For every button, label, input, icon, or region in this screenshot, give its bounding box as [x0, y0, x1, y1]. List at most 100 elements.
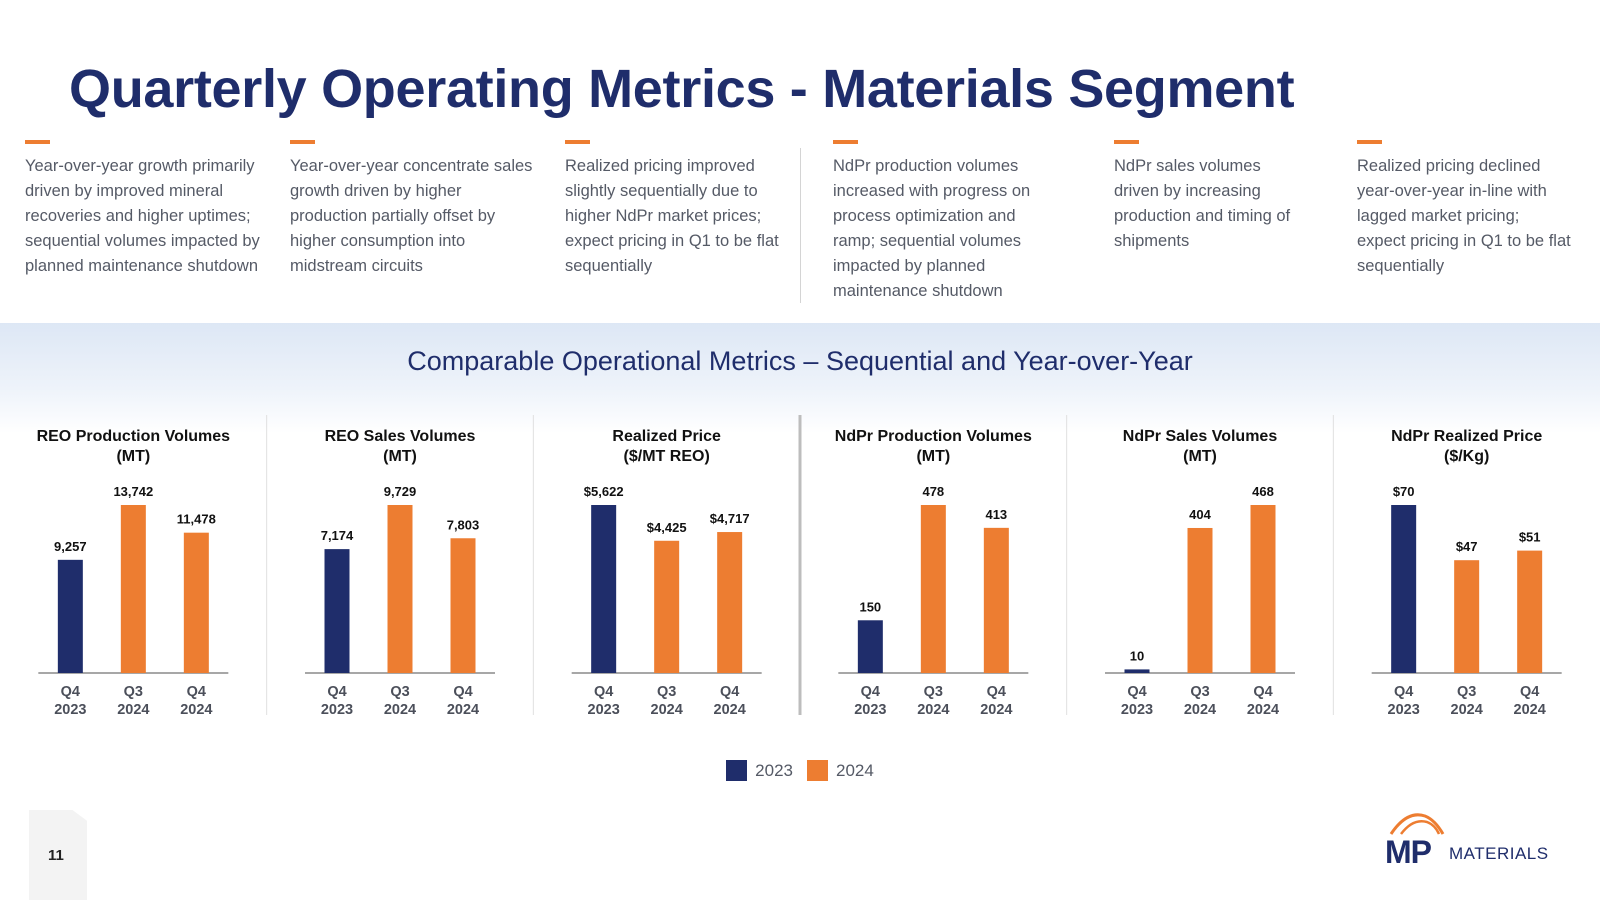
data-label: 7,174 [321, 528, 354, 543]
data-label: 11,478 [177, 512, 216, 527]
bar [654, 540, 680, 673]
accent-dash [1357, 140, 1382, 144]
data-label: 13,742 [113, 484, 153, 499]
note-ndpr-production: NdPr production volumes increased with p… [833, 140, 1058, 304]
note-reo-production: Year-over-year growth primarily driven b… [25, 140, 270, 279]
bar [324, 549, 350, 673]
page-number: 11 [48, 847, 64, 864]
tick-label: 2024 [980, 702, 1012, 718]
note-ndpr-price: Realized pricing declined year-over-year… [1357, 140, 1572, 279]
data-label: 404 [1189, 507, 1211, 522]
tick-label: 2023 [321, 702, 353, 718]
tick-label: 2023 [854, 702, 886, 718]
data-label: 7,803 [447, 517, 480, 532]
chart-title: REO Production Volumes [37, 428, 231, 445]
tick-label: 2023 [1388, 702, 1420, 718]
logo-materials-text: MATERIALS [1449, 844, 1549, 863]
bar [1124, 669, 1150, 673]
tick-label: Q3 [657, 684, 676, 700]
data-label: $5,622 [584, 484, 624, 499]
tick-label: 2024 [384, 702, 416, 718]
tick-label: 2024 [917, 702, 949, 718]
bar [183, 532, 209, 673]
chart-title: NdPr Realized Price [1391, 428, 1542, 445]
legend-item-2023: 2023 [726, 760, 793, 781]
data-label: 150 [859, 599, 881, 614]
data-label: $47 [1456, 539, 1478, 554]
legend: 2023 2024 [0, 760, 1600, 781]
accent-dash [1114, 140, 1139, 144]
note-ndpr-sales: NdPr sales volumes driven by increasing … [1114, 140, 1304, 254]
tick-label: 2023 [54, 702, 86, 718]
bar [717, 532, 743, 673]
tick-label: Q4 [594, 684, 613, 700]
accent-dash [833, 140, 858, 144]
data-label: $70 [1393, 484, 1415, 499]
tick-label: 2024 [447, 702, 479, 718]
bar [450, 538, 476, 673]
bar [591, 505, 617, 673]
page-title: Quarterly Operating Metrics - Materials … [69, 59, 1295, 119]
tick-label: Q4 [327, 684, 346, 700]
bar [857, 620, 883, 673]
chart-title: REO Sales Volumes [325, 428, 476, 445]
tick-label: Q3 [390, 684, 409, 700]
tick-label: Q3 [924, 684, 943, 700]
legend-swatch-2024 [807, 760, 828, 781]
chart-title: (MT) [1183, 448, 1217, 465]
tick-label: Q4 [187, 684, 206, 700]
bar [1187, 527, 1213, 673]
chart-title: (MT) [383, 448, 417, 465]
bar [120, 505, 146, 673]
bar [57, 559, 83, 673]
bar [387, 505, 413, 673]
chart-title: NdPr Production Volumes [835, 428, 1032, 445]
tick-label: Q4 [453, 684, 472, 700]
note-reo-sales: Year-over-year concentrate sales growth … [290, 140, 535, 279]
chart-title: ($/MT REO) [624, 448, 710, 465]
chart-title: (MT) [916, 448, 950, 465]
tick-label: Q3 [1190, 684, 1209, 700]
data-label: $4,425 [647, 520, 687, 535]
accent-dash [290, 140, 315, 144]
tick-label: 2024 [1451, 702, 1483, 718]
bar [1517, 550, 1543, 673]
tick-label: Q4 [720, 684, 739, 700]
note-realized-price: Realized pricing improved slightly seque… [565, 140, 785, 279]
tick-label: 2024 [1247, 702, 1279, 718]
page-number-tab [29, 810, 87, 900]
logo-mountain-icon [1389, 813, 1445, 835]
mp-materials-logo: MP MATERIALS [1385, 808, 1565, 870]
data-label: 478 [922, 484, 944, 499]
data-label: 413 [985, 507, 1007, 522]
tick-label: Q3 [1457, 684, 1476, 700]
legend-swatch-2023 [726, 760, 748, 781]
tick-label: 2024 [117, 702, 149, 718]
chart-title: ($/Kg) [1444, 448, 1489, 465]
logo-mp-text: MP [1385, 834, 1432, 870]
bar [1454, 560, 1480, 673]
chart-title: (MT) [116, 448, 150, 465]
chart-title: NdPr Sales Volumes [1123, 428, 1278, 445]
section-title: Comparable Operational Metrics – Sequent… [407, 346, 1193, 376]
tick-label: 2024 [651, 702, 683, 718]
charts-area: REO Production Volumes (MT) 9,257 Q4 2023 13,… [0, 415, 1600, 725]
data-label: 9,257 [54, 539, 87, 554]
tick-label: Q4 [61, 684, 80, 700]
bar [1250, 505, 1276, 673]
tick-label: Q4 [1394, 684, 1413, 700]
tick-label: Q4 [1127, 684, 1146, 700]
bar [1391, 505, 1417, 673]
data-label: 468 [1252, 484, 1274, 499]
notes-divider [800, 148, 801, 303]
bar-charts: REO Production Volumes (MT) 9,257 Q4 2023 13,… [37, 415, 1562, 718]
data-label: $4,717 [710, 511, 750, 526]
tick-label: 2024 [714, 702, 746, 718]
commentary-notes: Year-over-year growth primarily driven b… [0, 140, 1600, 305]
tick-label: Q4 [987, 684, 1006, 700]
bar [983, 527, 1009, 673]
tick-label: 2024 [1514, 702, 1546, 718]
accent-dash [25, 140, 50, 144]
bar [920, 505, 946, 673]
tick-label: 2024 [1184, 702, 1216, 718]
